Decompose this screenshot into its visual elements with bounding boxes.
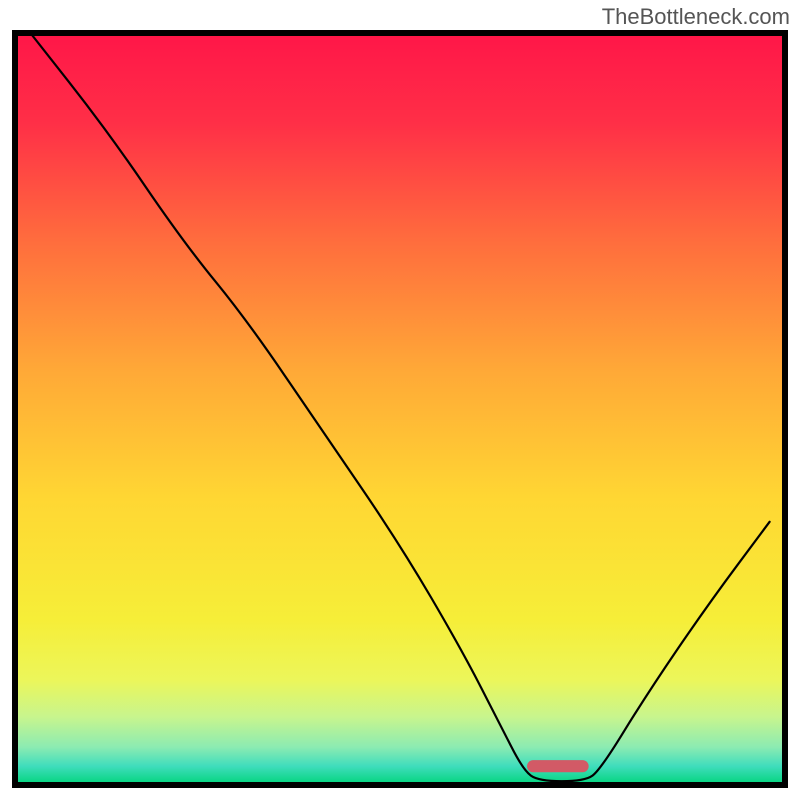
optimum-marker [527, 760, 589, 772]
chart-container: { "watermark": { "text": "TheBottleneck.… [0, 0, 800, 800]
plot-background [15, 33, 785, 785]
bottleneck-chart [0, 0, 800, 800]
